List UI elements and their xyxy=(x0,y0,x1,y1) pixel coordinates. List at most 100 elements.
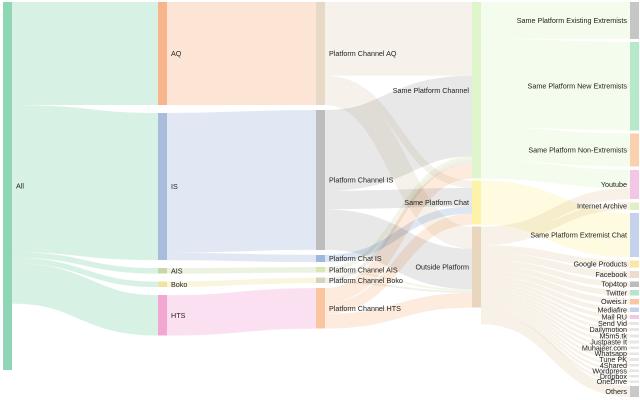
node-ext_chat xyxy=(630,212,639,258)
node-mailru xyxy=(630,315,639,319)
node-all xyxy=(3,2,12,370)
node-google xyxy=(630,260,639,268)
sankey-labels: All AQ IS AIS Boko HTS Platform Channel AQ Plat… xyxy=(16,16,628,396)
node-label-mailru: Mail RU xyxy=(601,313,627,322)
node-same_chat xyxy=(472,180,481,225)
flow-link-same_channel-to-new_ext xyxy=(480,38,631,131)
node-existing xyxy=(630,2,639,39)
node-label-justpaste: Justpaste It xyxy=(590,337,627,346)
node-aq xyxy=(158,2,167,106)
node-label-whatsapp: Whatsapp xyxy=(595,349,627,358)
node-p_is xyxy=(316,110,325,250)
node-justpaste xyxy=(630,340,639,344)
flow-link-outside-to-dailymotion xyxy=(480,287,631,332)
flow-link-all-to-boko xyxy=(11,257,159,288)
node-p_ais xyxy=(316,267,325,273)
flow-link-p_hts-to-same_chat xyxy=(324,213,473,314)
flow-link-p_hts-to-outside xyxy=(324,292,473,329)
node-label-dropbox: Dropbox xyxy=(600,372,628,381)
node-label-twitter: Twitter xyxy=(606,288,628,297)
node-label-all: All xyxy=(16,181,24,190)
node-same_channel xyxy=(472,2,481,179)
node-p_hts xyxy=(316,288,325,329)
flow-link-boko-to-p_boko xyxy=(166,277,317,288)
flow-link-outside-to-twitter xyxy=(480,265,631,296)
node-outside xyxy=(472,226,481,308)
node-label-is: IS xyxy=(171,182,178,191)
node-tunepk xyxy=(630,358,639,361)
node-onedrive xyxy=(630,380,639,383)
flow-link-outside-to-mediafire xyxy=(480,276,631,312)
node-p_aq xyxy=(316,2,325,106)
flow-link-is-to-p_chat_is xyxy=(166,252,317,263)
flow-link-p_ais-to-outside xyxy=(324,270,473,292)
flow-link-hts-to-p_hts xyxy=(166,288,317,336)
node-label-top4top: Top4top xyxy=(601,280,627,289)
node-label-wordpress: Wordpress xyxy=(592,366,627,375)
node-oweis xyxy=(630,298,639,305)
node-label-p_ais: Platform Channel AIS xyxy=(329,265,398,274)
node-p_boko xyxy=(316,277,325,284)
node-label-p_is: Platform Channel IS xyxy=(329,175,394,184)
node-p_chat_is xyxy=(316,254,325,263)
node-label-outside: Outside Platform xyxy=(415,263,469,272)
node-label-m5m5: M5m5.tk xyxy=(599,331,627,340)
node-label-4shared: 4Shared xyxy=(600,361,627,370)
flow-link-outside-to-muhajeer xyxy=(480,296,631,350)
node-label-ais: AIS xyxy=(171,266,183,275)
node-label-oweis: Oweis.ir xyxy=(601,297,628,306)
flow-link-outside-to-youtube xyxy=(480,188,631,238)
flow-link-ais-to-p_ais xyxy=(166,267,317,274)
flow-link-outside-to-wordpress xyxy=(480,306,631,372)
node-label-new_ext: Same Platform New Extremists xyxy=(528,82,628,91)
node-facebook xyxy=(630,270,639,279)
node-label-p_aq: Platform Channel AQ xyxy=(329,49,397,58)
flow-link-outside-to-4shared xyxy=(480,303,631,367)
flow-link-all-to-hts xyxy=(11,263,159,336)
flow-link-p_hts-to-same_channel xyxy=(324,163,473,303)
flow-link-outside-to-onedrive xyxy=(480,310,631,383)
node-dailymotion xyxy=(630,328,639,332)
flow-link-outside-to-google xyxy=(480,245,631,268)
node-label-non_ext: Same Platform Non-Extremists xyxy=(528,146,627,155)
flow-link-outside-to-m5m5 xyxy=(480,290,631,338)
node-label-hts: HTS xyxy=(171,311,186,320)
node-label-existing: Same Platform Existing Extremists xyxy=(517,16,628,25)
node-4shared xyxy=(630,363,639,367)
node-wordpress xyxy=(630,369,639,372)
flow-link-same_channel-to-non_ext xyxy=(480,127,631,167)
node-twitter xyxy=(630,290,639,296)
node-label-muhajeer: Muhajeer.com xyxy=(582,343,627,352)
flow-link-all-to-ais xyxy=(11,252,159,274)
flow-link-p_boko-to-outside xyxy=(324,281,473,293)
node-archive xyxy=(630,202,639,210)
node-label-tunepk: Tune PK xyxy=(599,355,627,364)
node-label-youtube: Youtube xyxy=(601,180,627,189)
node-label-onedrive: OneDrive xyxy=(597,377,627,386)
node-dropbox xyxy=(630,375,639,378)
node-muhajeer xyxy=(630,346,639,350)
node-new_ext xyxy=(630,41,639,131)
node-hts xyxy=(158,295,167,336)
flow-link-p_ais-to-same_channel xyxy=(324,156,473,271)
node-label-sendvid: Send Vid xyxy=(598,319,627,328)
flow-link-outside-to-facebook xyxy=(480,252,631,279)
node-label-same_channel: Same Platform Channel xyxy=(393,86,470,95)
node-label-facebook: Facebook xyxy=(595,270,627,279)
node-is xyxy=(158,113,167,261)
node-m5m5 xyxy=(630,334,639,338)
flow-link-p_is-to-same_channel xyxy=(323,75,474,191)
flow-link-outside-to-whatsapp xyxy=(480,298,631,355)
flow-link-outside-to-tunepk xyxy=(480,301,631,361)
node-label-aq: AQ xyxy=(171,49,182,58)
node-boko xyxy=(158,281,167,288)
sankey-nodes xyxy=(3,2,639,397)
flow-link-all-to-is xyxy=(11,105,159,261)
node-youtube xyxy=(630,169,639,200)
flow-link-outside-to-mailru xyxy=(480,280,631,319)
node-label-dailymotion: Dailymotion xyxy=(589,325,627,334)
sankey-links xyxy=(11,1,631,397)
node-label-others: Others xyxy=(605,387,627,396)
flow-link-outside-to-sendvid xyxy=(480,284,631,326)
